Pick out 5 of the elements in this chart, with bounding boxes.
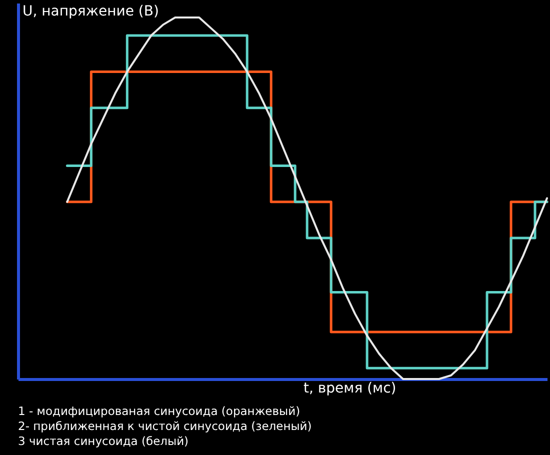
x-axis-title: t, время (мс): [304, 380, 396, 396]
text: 1 - модифицированая синусоида (оранжевый): [18, 404, 302, 419]
y-axis-title: U, напряжение (В): [22, 4, 159, 20]
text: 3 чистая синусоида (белый): [18, 434, 190, 449]
text: 2- приближенная к чистой синусоида (зеленый): [18, 419, 312, 434]
